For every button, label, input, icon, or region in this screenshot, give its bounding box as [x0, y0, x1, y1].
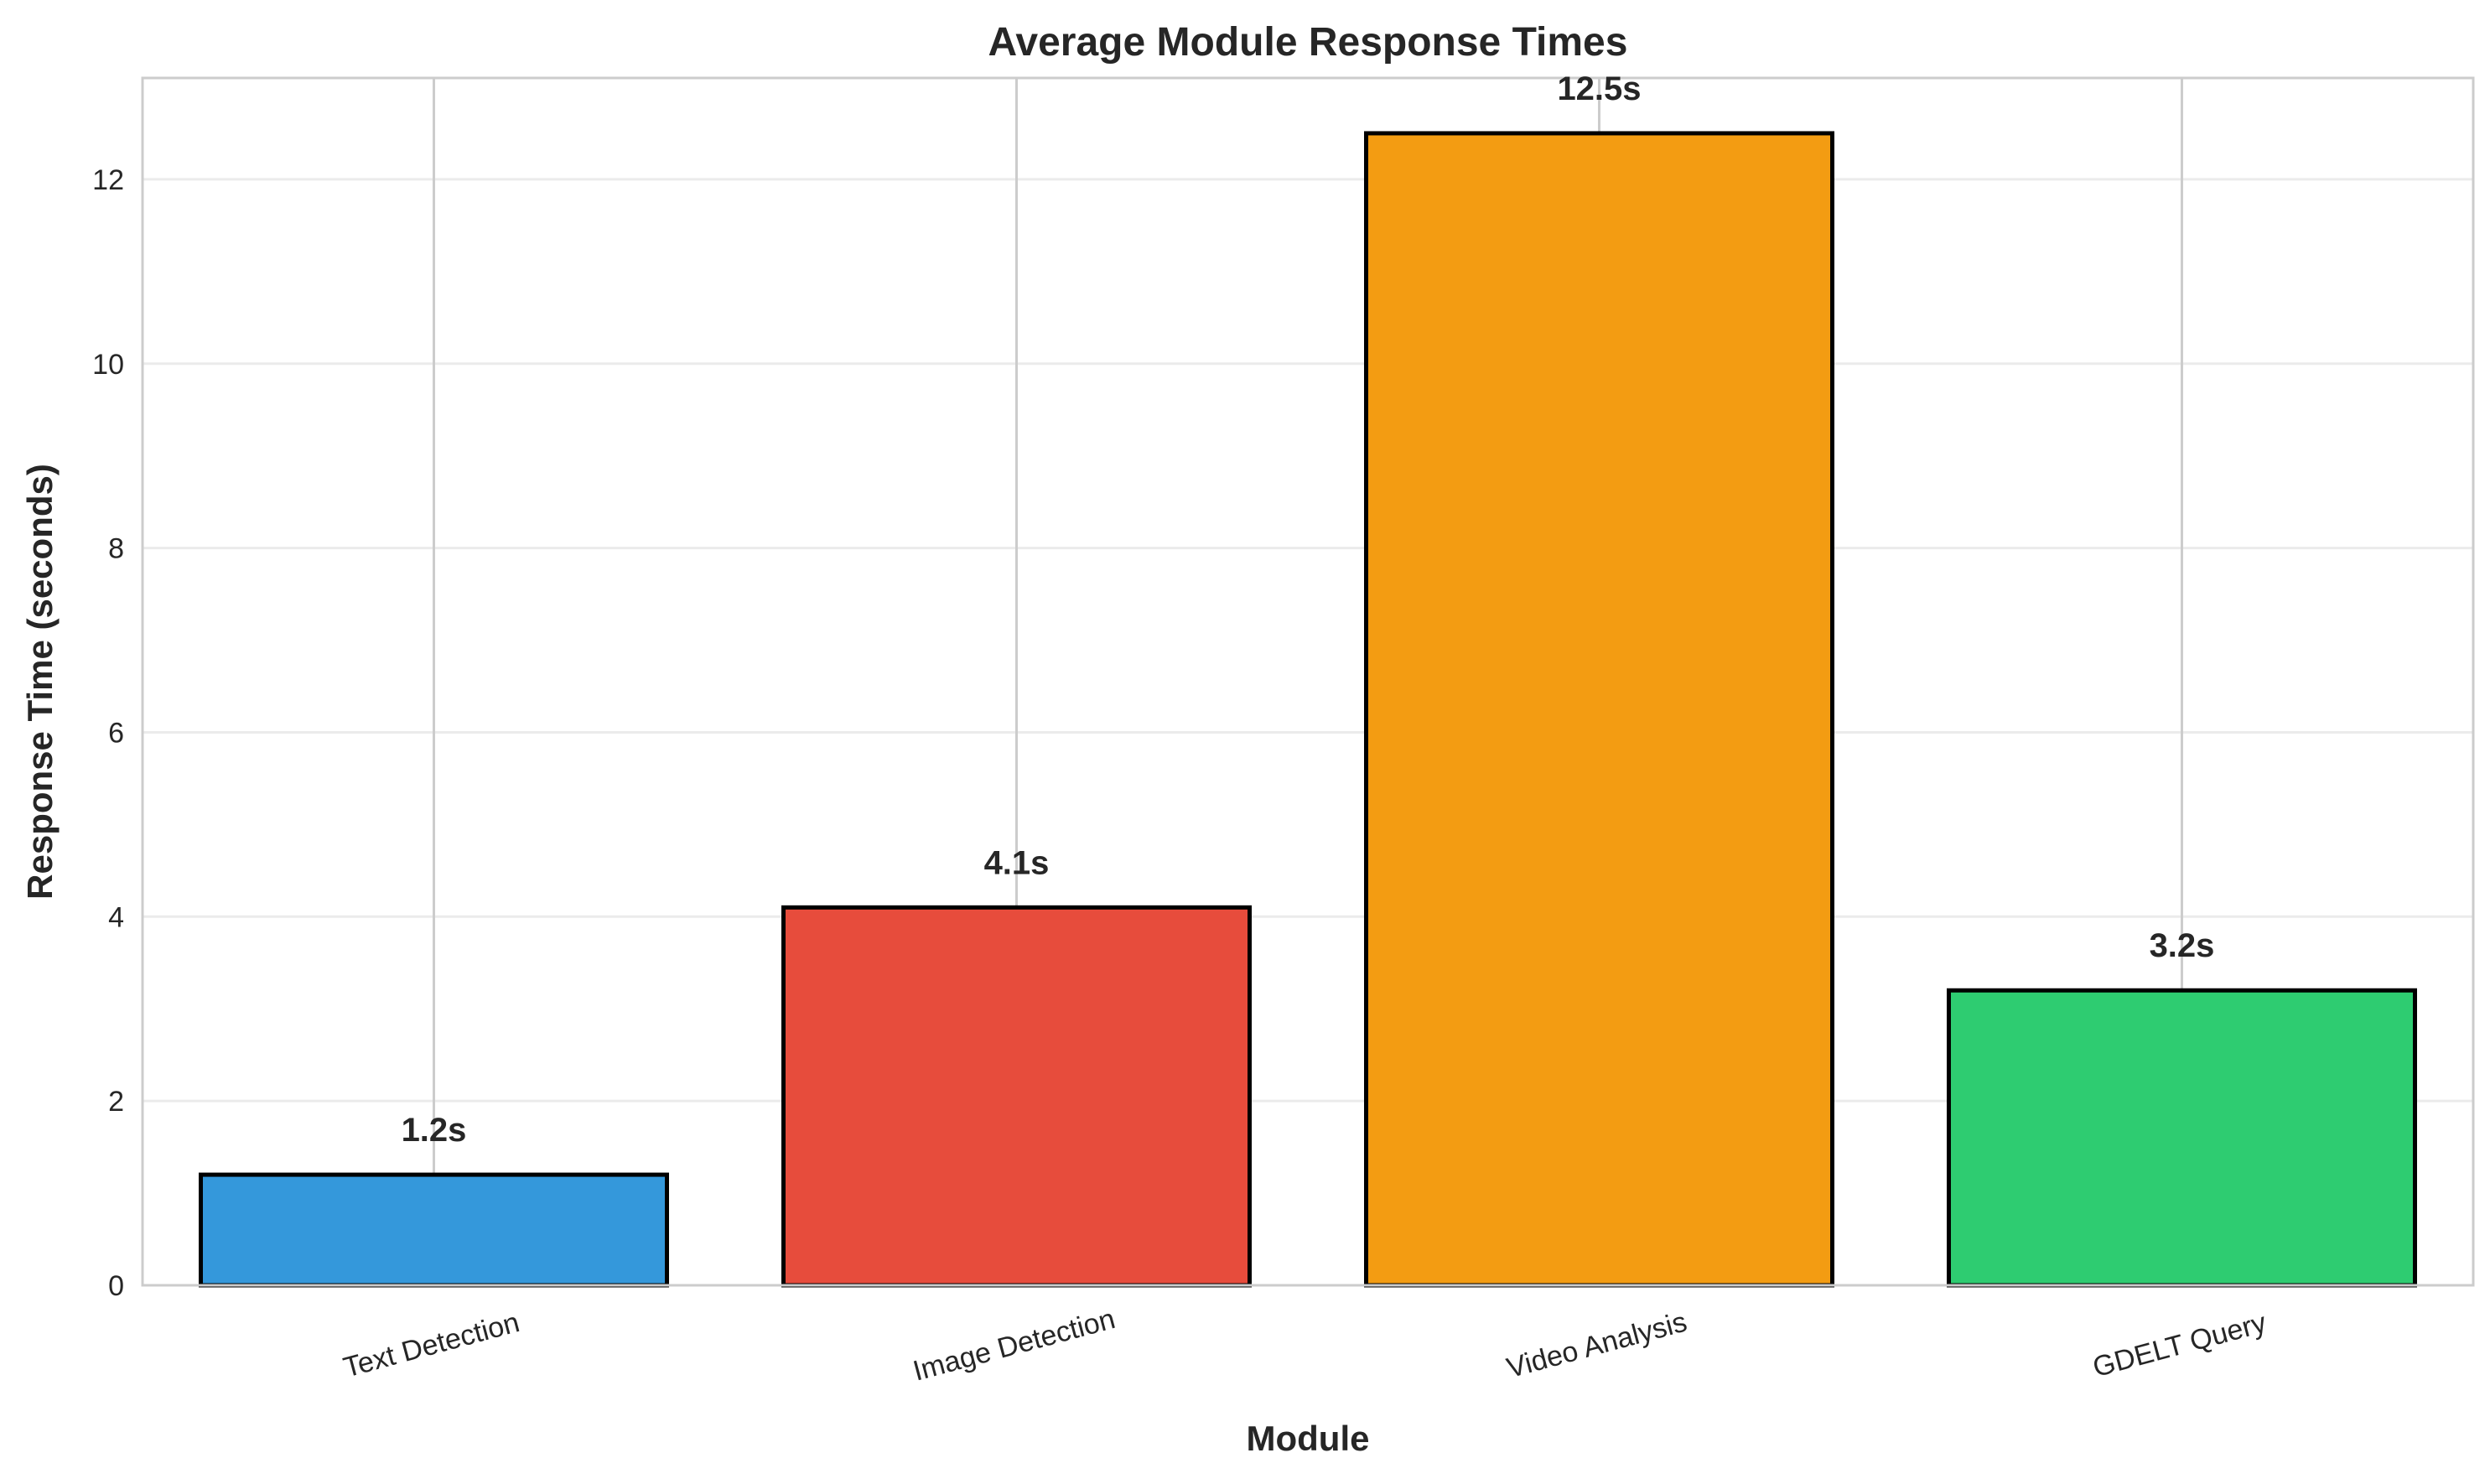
x-tick-labels: Text Detection Image Detection Video Analy… [340, 1303, 2270, 1388]
x-tick-label: Video Analysis [1503, 1305, 1690, 1384]
bars [199, 131, 2417, 1288]
bar [781, 905, 1252, 1288]
y-tick-label: 12 [92, 164, 124, 196]
bar-value-label: 12.5s [1557, 70, 1641, 107]
y-tick-label: 6 [108, 717, 124, 749]
chart-title: Average Module Response Times [988, 20, 1628, 65]
y-tick-labels: 0 2 4 6 8 10 12 [92, 164, 124, 1302]
plot-frame [141, 76, 2475, 1287]
x-tick-label: Text Detection [340, 1306, 523, 1383]
y-tick-label: 2 [108, 1086, 124, 1118]
bar [1947, 988, 2417, 1288]
bar-value-labels: 1.2s 4.1s 12.5s 3.2s [402, 70, 2215, 1149]
bar [199, 1172, 669, 1288]
bar-value-label: 4.1s [984, 844, 1050, 881]
bar [1364, 131, 1834, 1288]
x-tick-label: Image Detection [910, 1303, 1118, 1388]
y-tick-label: 8 [108, 533, 124, 565]
bar-value-label: 3.2s [2150, 927, 2215, 964]
y-tick-label: 10 [92, 349, 124, 381]
x-tick-label: GDELT Query [2089, 1307, 2270, 1384]
y-tick-label: 0 [108, 1270, 124, 1302]
x-axis-label: Module [1247, 1419, 1370, 1458]
bar-value-label: 1.2s [402, 1112, 467, 1149]
y-tick-label: 4 [108, 901, 124, 933]
y-axis-label: Response Time (seconds) [20, 464, 60, 900]
